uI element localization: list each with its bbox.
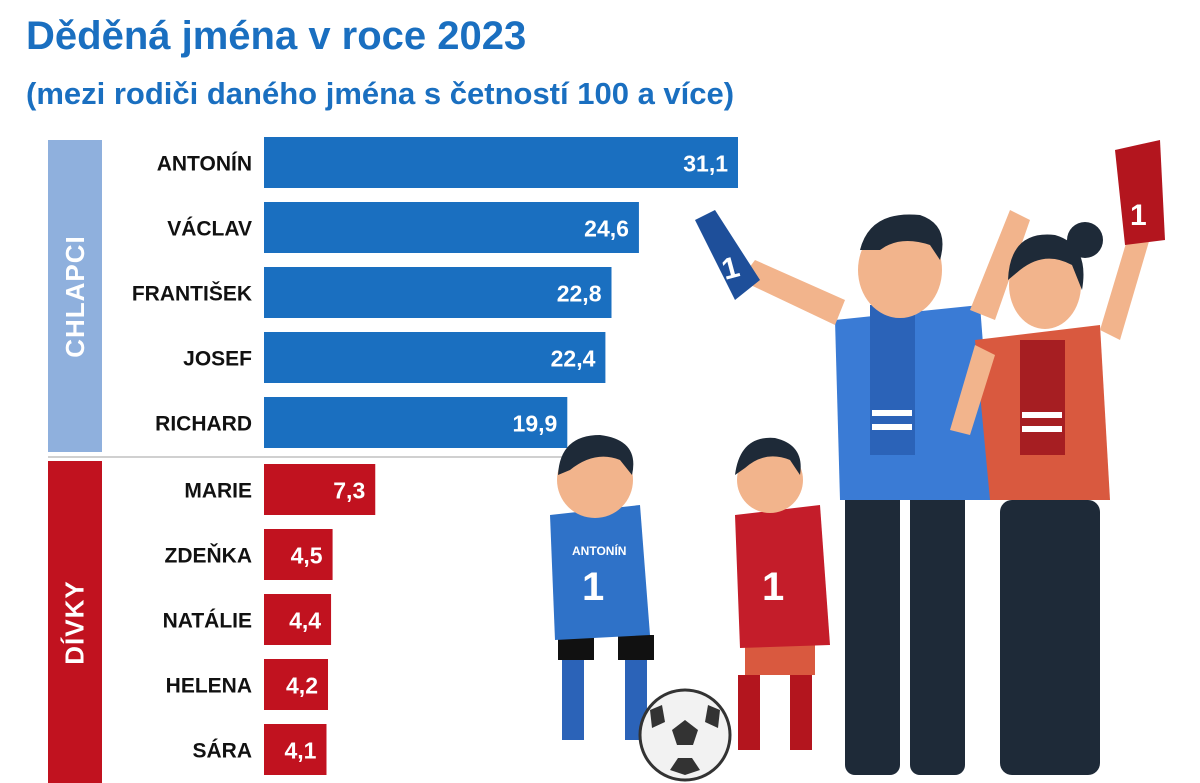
bar-6	[264, 529, 333, 580]
boy-shirt-name: ANTONÍN	[572, 543, 626, 558]
mother-figure: 1	[950, 140, 1165, 775]
bar-0	[264, 137, 738, 188]
chart-subtitle: (mezi rodiči daného jména s četností 100…	[26, 76, 735, 111]
category-label-9: SÁRA	[192, 740, 252, 763]
value-label-2: 22,8	[557, 281, 602, 307]
value-label-6: 4,5	[291, 543, 323, 569]
bar-9	[264, 724, 327, 775]
category-label-1: VÁCLAV	[167, 218, 252, 241]
value-label-0: 31,1	[683, 151, 728, 177]
category-label-5: MARIE	[184, 480, 252, 503]
value-label-7: 4,4	[289, 608, 321, 634]
soccer-ball-icon	[638, 688, 732, 782]
category-label-3: JOSEF	[183, 348, 252, 371]
group-band-boys: CHLAPCI	[48, 140, 102, 452]
category-label-4: RICHARD	[155, 413, 252, 436]
boy-shirt-number: 1	[582, 565, 604, 609]
boy-figure: ANTONÍN 1	[550, 435, 654, 740]
group-band-girls: DÍVKY	[48, 461, 102, 783]
bar-1	[264, 202, 639, 253]
father-figure: 1	[695, 210, 1030, 775]
bar-5	[264, 464, 376, 515]
bar-8	[264, 659, 329, 710]
category-label-8: HELENA	[166, 675, 252, 698]
value-label-8: 4,2	[286, 673, 318, 699]
red-foam-finger-number: 1	[1130, 199, 1147, 232]
girl-shirt-number: 1	[762, 565, 784, 609]
value-label-4: 19,9	[513, 411, 558, 437]
value-label-5: 7,3	[333, 478, 365, 504]
bar-7	[264, 594, 332, 645]
category-label-2: FRANTIŠEK	[132, 282, 252, 306]
bar-3	[264, 332, 606, 383]
category-label-0: ANTONÍN	[157, 153, 252, 176]
category-label-6: ZDEŇKA	[165, 544, 253, 568]
value-label-1: 24,6	[584, 216, 629, 242]
fans-illustration: 1 1 ANTONÍN 1 1	[550, 140, 1165, 782]
value-label-3: 22,4	[551, 346, 596, 372]
group-divider	[48, 456, 568, 458]
bar-2	[264, 267, 612, 318]
girl-figure: 1	[735, 437, 830, 750]
value-label-9: 4,1	[285, 738, 317, 764]
category-label-7: NATÁLIE	[163, 610, 252, 633]
chart-title: Děděná jména v roce 2023	[26, 14, 527, 58]
bar-4	[264, 397, 568, 448]
